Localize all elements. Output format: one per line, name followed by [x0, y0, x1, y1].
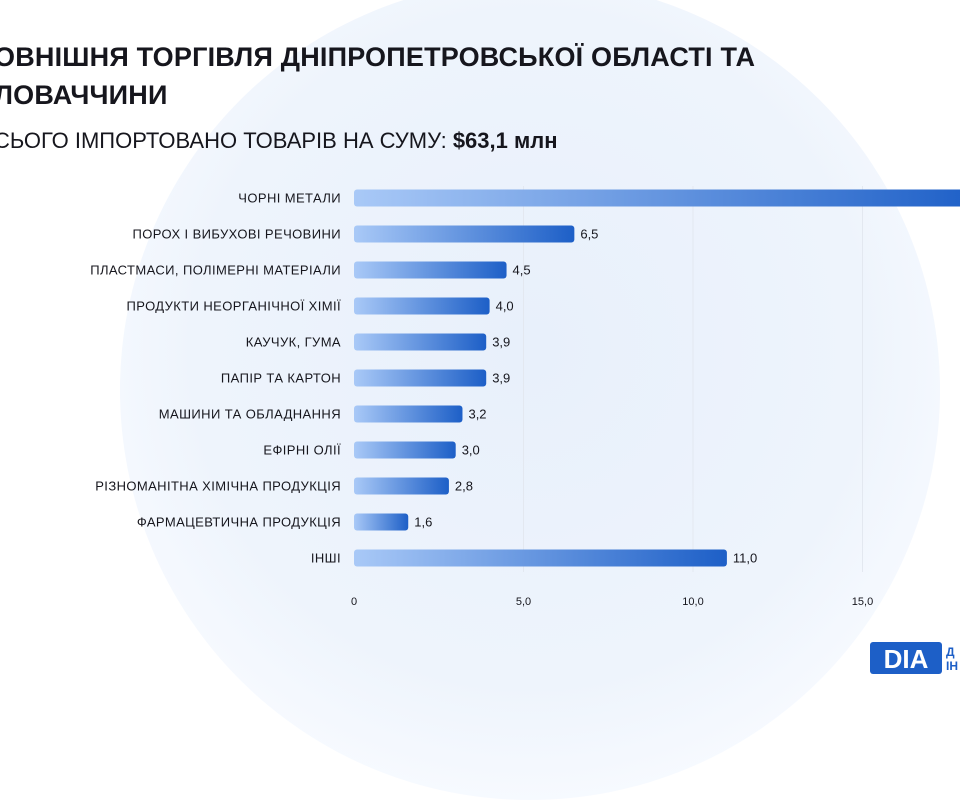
- value-label: 4,5: [513, 263, 531, 278]
- bar: [354, 189, 960, 207]
- category-label: ІНШІ: [311, 551, 341, 566]
- value-label: 3,0: [462, 443, 480, 458]
- value-label: 3,9: [492, 335, 510, 350]
- x-tick-label: 0: [351, 596, 357, 608]
- category-label: РІЗНОМАНІТНА ХІМІЧНА ПРОДУКЦІЯ: [95, 479, 341, 494]
- dia-logo: DIA Д ІН: [870, 642, 958, 674]
- logo-side-text-top: Д: [946, 645, 955, 659]
- bar: [354, 405, 463, 423]
- value-label: 6,5: [580, 227, 598, 242]
- category-label: МАШИНИ ТА ОБЛАДНАННЯ: [159, 407, 341, 422]
- x-tick-label: 15,0: [852, 596, 873, 608]
- value-label: 2,8: [455, 479, 473, 494]
- bar: [354, 333, 487, 351]
- subtitle-prefix: СЬОГО ІМПОРТОВАНО ТОВАРІВ НА СУМУ:: [0, 128, 453, 153]
- bar: [354, 225, 575, 243]
- bar: [354, 369, 487, 387]
- bar: [354, 261, 507, 279]
- bar: [354, 297, 490, 315]
- value-label: 1,6: [414, 515, 432, 530]
- background-circle: [120, 0, 940, 800]
- bar: [354, 513, 409, 531]
- logo-text: DIA: [884, 644, 929, 674]
- category-label: ПРОДУКТИ НЕОРГАНІЧНОЇ ХІМІЇ: [127, 299, 341, 314]
- page-title: ОВНІШНЯ ТОРГІВЛЯ ДНІПРОПЕТРОВСЬКОЇ ОБЛАС…: [0, 42, 756, 110]
- logo-side-text-bottom: ІН: [946, 659, 958, 673]
- x-tick-label: 10,0: [682, 596, 703, 608]
- value-label: 11,0: [733, 551, 757, 566]
- category-label: ПЛАСТМАСИ, ПОЛІМЕРНІ МАТЕРІАЛИ: [90, 263, 341, 278]
- category-label: ЕФІРНІ ОЛІЇ: [263, 443, 341, 458]
- import-bar-chart: 0 5,0 10,0 15,0 ЧОРНІ МЕТАЛИ ПОРОХ І ВИБУХОВІ…: [90, 186, 960, 608]
- import-total-subtitle: СЬОГО ІМПОРТОВАНО ТОВАРІВ НА СУМУ: $63,1…: [0, 126, 558, 156]
- value-label: 3,2: [468, 407, 486, 422]
- category-label: ЧОРНІ МЕТАЛИ: [238, 191, 341, 206]
- bar: [354, 441, 456, 459]
- category-label: ФАРМАЦЕВТИЧНА ПРОДУКЦІЯ: [137, 515, 341, 530]
- import-total-amount: $63,1 млн: [452, 128, 558, 153]
- bar: [354, 477, 449, 495]
- category-label: ПАПІР ТА КАРТОН: [221, 371, 341, 386]
- category-label: КАУЧУК, ГУМА: [246, 335, 341, 350]
- category-label: ПОРОХ І ВИБУХОВІ РЕЧОВИНИ: [133, 227, 342, 242]
- bar: [354, 549, 727, 567]
- value-label: 3,9: [492, 371, 510, 386]
- value-label: 4,0: [496, 299, 514, 314]
- x-tick-label: 5,0: [516, 596, 531, 608]
